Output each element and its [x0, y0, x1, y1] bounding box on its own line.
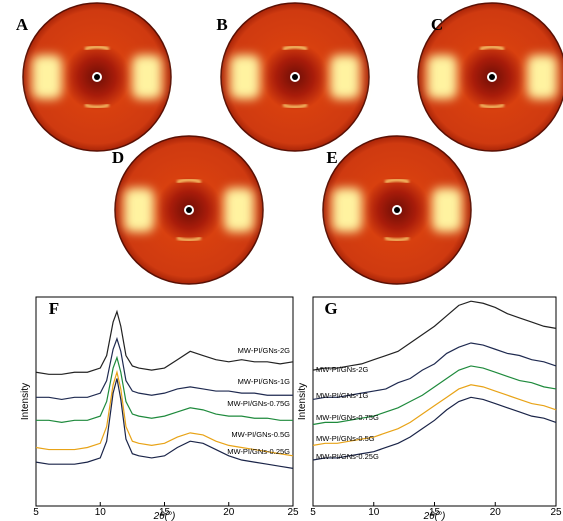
series-label: MW-PI/GNs-2G	[238, 346, 291, 355]
series-label: MW-PI/GNs-0.75G	[316, 413, 379, 422]
equatorial-reflection	[124, 188, 154, 232]
pattern-label: A	[16, 15, 29, 34]
series-line	[36, 312, 293, 375]
y-axis-label: Intensity	[20, 383, 31, 420]
panel-label: G	[324, 299, 337, 318]
series-line	[313, 301, 556, 370]
x-tick-label: 5	[310, 507, 316, 518]
series-label: MW-PI/GNs-0.25G	[316, 452, 379, 461]
series-label: MW-PI/GNs-1G	[238, 377, 291, 386]
series-label: MW-PI/GNs-0.75G	[227, 399, 290, 408]
pattern-label: C	[431, 15, 443, 34]
equatorial-reflection	[132, 55, 162, 99]
plot-frame	[313, 297, 556, 506]
patterns	[23, 3, 563, 284]
equatorial-reflection	[32, 55, 62, 99]
x-tick-label: 25	[287, 507, 299, 518]
beam-stop	[186, 207, 192, 213]
x-tick-label: 5	[33, 507, 39, 518]
x-tick-label: 15	[159, 507, 171, 518]
beam-stop	[394, 207, 400, 213]
equatorial-reflection	[432, 188, 462, 232]
series-line	[36, 358, 293, 423]
series-label: MW-PI/GNs-2G	[316, 365, 369, 374]
figure: ABCDEFIntensity2θ(°)510152025MW-PI/GNs-2…	[0, 0, 563, 521]
equatorial-reflection	[230, 55, 260, 99]
equatorial-reflection	[427, 55, 457, 99]
equatorial-reflection	[527, 55, 557, 99]
diffraction-pattern	[23, 3, 171, 151]
x-tick-label: 15	[429, 507, 441, 518]
series-label: MW-PI/GNs-0.5G	[231, 430, 290, 439]
x-tick-label: 10	[95, 507, 107, 518]
series-label: MW-PI/GNs-1G	[316, 391, 369, 400]
equatorial-reflection	[330, 55, 360, 99]
diffraction-pattern	[323, 136, 471, 284]
y-axis-label: Intensity	[297, 383, 308, 420]
equatorial-reflection	[224, 188, 254, 232]
series-label: MW-PI/GNs-0.5G	[316, 434, 375, 443]
equatorial-reflection	[332, 188, 362, 232]
series-line	[313, 397, 556, 460]
beam-stop	[292, 74, 298, 80]
x-tick-label: 20	[490, 507, 502, 518]
x-tick-label: 25	[550, 507, 562, 518]
pattern-label: E	[326, 148, 337, 167]
x-tick-label: 10	[368, 507, 380, 518]
panel-label: F	[49, 299, 59, 318]
diffraction-pattern	[221, 3, 369, 151]
diffraction-pattern	[115, 136, 263, 284]
beam-stop	[489, 74, 495, 80]
series-label: MW-PI/GNs-0.25G	[227, 447, 290, 456]
x-tick-label: 20	[223, 507, 235, 518]
pattern-label: B	[216, 15, 227, 34]
beam-stop	[94, 74, 100, 80]
pattern-label: D	[112, 148, 124, 167]
